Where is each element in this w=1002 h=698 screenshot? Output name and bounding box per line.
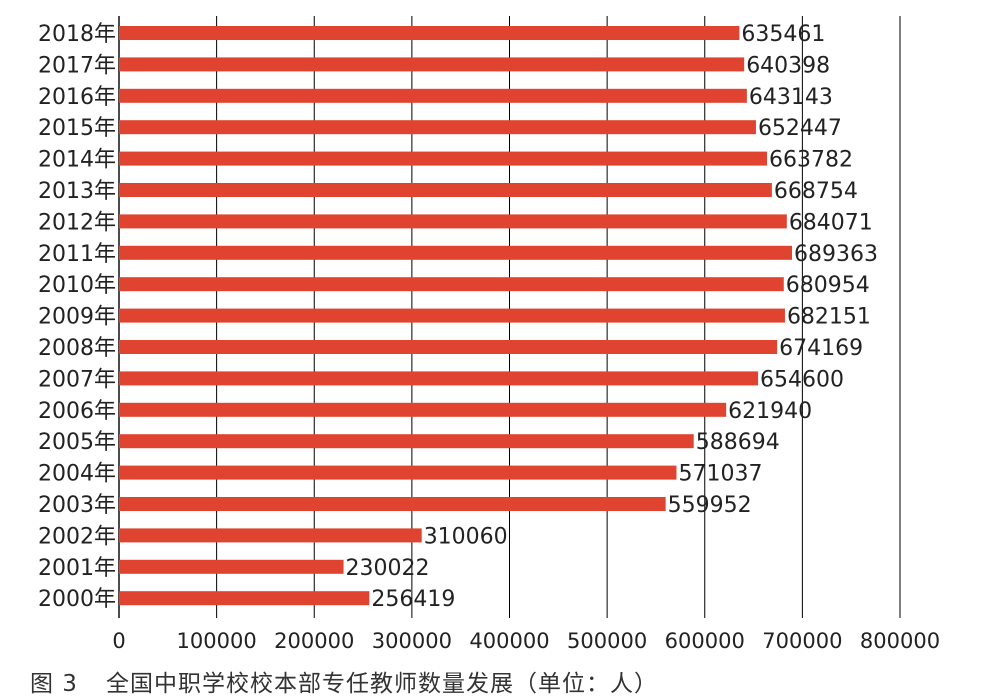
value-label: 621940 <box>728 399 812 424</box>
category-label: 2005年 <box>38 430 116 455</box>
category-label: 2016年 <box>38 85 116 110</box>
bar-2012年 <box>119 214 787 229</box>
x-axis-tick-labels: 0 100000 200000 300000 400000 500000 600000 700… <box>112 629 940 653</box>
bar-2011年 <box>119 245 792 260</box>
category-label: 2017年 <box>38 53 116 78</box>
x-tick-label: 600000 <box>665 629 745 653</box>
category-label: 2011年 <box>38 242 116 267</box>
bar-2002年 <box>119 528 422 543</box>
bar-2018年 <box>119 26 740 40</box>
bar-2016年 <box>119 88 747 103</box>
value-label: 256419 <box>371 587 455 612</box>
figure-title: 全国中职学校校本部专任教师数量发展（单位：人） <box>105 671 658 697</box>
bar-2014年 <box>119 151 768 166</box>
figure-number: 图 3 <box>30 671 78 697</box>
bar-2003年 <box>119 497 666 511</box>
bar-2017年 <box>119 57 745 72</box>
value-label: 663782 <box>769 148 853 173</box>
bar-2009年 <box>119 308 785 323</box>
x-tick-label: 100000 <box>177 629 257 653</box>
value-label: 674169 <box>779 336 863 361</box>
category-label: 2000年 <box>38 587 116 612</box>
bar-2015年 <box>119 120 756 135</box>
category-label: 2013年 <box>38 179 116 204</box>
value-label: 559952 <box>668 493 752 518</box>
value-label: 635461 <box>741 22 825 47</box>
category-label: 2002年 <box>38 524 116 549</box>
x-tick-label: 400000 <box>469 629 549 653</box>
category-label: 2006年 <box>38 399 116 424</box>
category-label: 2007年 <box>38 367 116 392</box>
value-label: 684071 <box>789 210 873 235</box>
bars <box>119 26 792 606</box>
value-label: 310060 <box>424 524 508 549</box>
bar-2013年 <box>119 183 772 197</box>
category-label: 2014年 <box>38 148 116 173</box>
category-label: 2010年 <box>38 273 116 298</box>
bar-2001年 <box>119 559 344 574</box>
category-label: 2004年 <box>38 462 116 487</box>
bar-2000年 <box>119 591 370 606</box>
x-tick-label: 700000 <box>762 629 842 653</box>
category-label: 2012年 <box>38 210 116 235</box>
x-tick-label: 200000 <box>274 629 354 653</box>
bar-2007年 <box>119 371 759 386</box>
value-label: 571037 <box>678 462 762 487</box>
value-label: 680954 <box>786 273 870 298</box>
x-tick-label: 0 <box>112 629 125 653</box>
category-labels: 2018年 2017年 2016年 2015年 2014年 2013年 2012年 2011年… <box>38 22 116 612</box>
bar-chart: 2018年 2017年 2016年 2015年 2014年 2013年 2012年 2011年… <box>38 16 940 653</box>
bar-2010年 <box>119 277 784 292</box>
bar-2008年 <box>119 340 778 354</box>
value-label: 643143 <box>749 85 833 110</box>
figure-caption: 图 3 全国中职学校校本部专任教师数量发展（单位：人） <box>30 664 658 698</box>
value-label: 652447 <box>758 116 842 141</box>
value-label: 640398 <box>746 53 830 78</box>
category-label: 2001年 <box>38 556 116 581</box>
category-label: 2008年 <box>38 336 116 361</box>
value-label: 588694 <box>696 430 780 455</box>
bar-2004年 <box>119 465 677 480</box>
bar-2005年 <box>119 434 694 449</box>
value-label: 654600 <box>760 367 844 392</box>
category-label: 2015年 <box>38 116 116 141</box>
value-label: 682151 <box>787 305 871 330</box>
value-label: 689363 <box>794 242 878 267</box>
category-label: 2018年 <box>38 22 116 47</box>
x-tick-label: 300000 <box>372 629 452 653</box>
value-labels: 635461 640398 643143 652447 663782 668754 6840… <box>346 22 878 612</box>
x-tick-label: 500000 <box>567 629 647 653</box>
category-label: 2009年 <box>38 305 116 330</box>
x-tick-label: 800000 <box>860 629 940 653</box>
value-label: 230022 <box>346 556 430 581</box>
bar-2006年 <box>119 402 727 417</box>
value-label: 668754 <box>774 179 858 204</box>
category-label: 2003年 <box>38 493 116 518</box>
